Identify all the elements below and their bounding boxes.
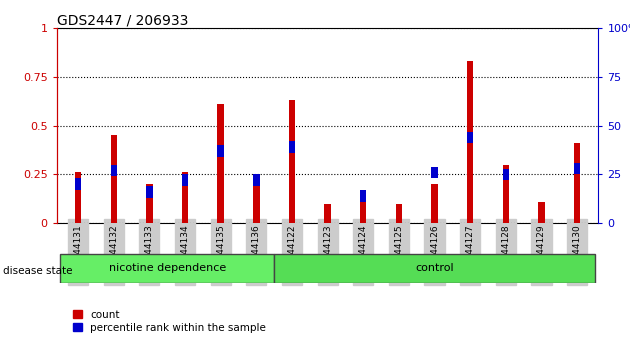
Text: control: control (415, 263, 454, 273)
Bar (146, 186, 152, 198)
Bar (432, 166, 438, 178)
Text: GDS2447 / 206933: GDS2447 / 206933 (57, 13, 188, 27)
Bar (396, 204, 402, 223)
Bar (60, 254, 274, 282)
Bar (253, 175, 260, 186)
Bar (75, 172, 81, 223)
Bar (146, 184, 152, 223)
Bar (217, 145, 224, 157)
Bar (110, 165, 117, 176)
Bar (182, 172, 188, 223)
Bar (289, 141, 295, 153)
Bar (503, 165, 509, 223)
Bar (360, 196, 367, 223)
Bar (324, 204, 331, 223)
Bar (289, 101, 295, 223)
Bar (574, 163, 580, 175)
Bar (432, 184, 438, 223)
Bar (574, 143, 580, 223)
Text: disease state: disease state (3, 266, 72, 276)
Bar (274, 254, 595, 282)
Legend: count, percentile rank within the sample: count, percentile rank within the sample (72, 310, 266, 333)
Bar (110, 135, 117, 223)
Bar (75, 178, 81, 190)
Bar (467, 131, 473, 143)
Text: nicotine dependence: nicotine dependence (108, 263, 226, 273)
Bar (467, 62, 473, 223)
Bar (360, 190, 367, 202)
Bar (503, 169, 509, 180)
Bar (253, 176, 260, 223)
Bar (217, 104, 224, 223)
Bar (182, 175, 188, 186)
Bar (538, 202, 545, 223)
